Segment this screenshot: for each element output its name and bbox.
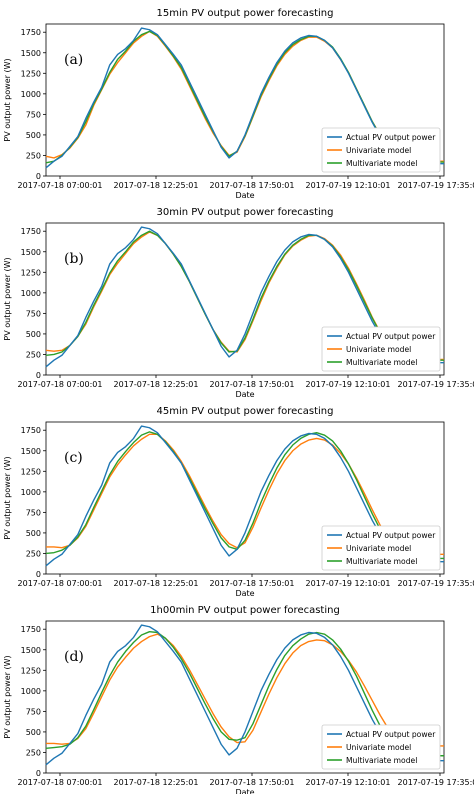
chart-panel-4: 1h00min PV output power forecasting 0 250 5… (3, 605, 474, 794)
y-tick-label: 1750 (21, 227, 41, 236)
plot-frame (45, 23, 445, 177)
y-tick-label: 1500 (21, 646, 41, 655)
y-tick-label: 750 (26, 110, 41, 119)
y-tick-label: 0 (36, 570, 41, 579)
legend-label: Univariate model (346, 146, 411, 155)
legend-label: Univariate model (346, 544, 411, 553)
legend-label: Multivariate model (346, 557, 417, 566)
chart-panel-3: 45min PV output power forecasting 0 250 500… (3, 406, 474, 598)
panel-label: (a) (64, 52, 83, 68)
y-tick-label: 1250 (21, 69, 41, 78)
legend-label: Multivariate model (346, 159, 417, 168)
chart-title: 1h00min PV output power forecasting (150, 605, 340, 616)
y-tick-label: 0 (36, 371, 41, 380)
legend-box (321, 127, 441, 173)
y-tick-label: 1250 (21, 666, 41, 675)
chart-panel-1: 15min PV output power forecasting 0 250 500… (3, 8, 474, 200)
y-axis-label: PV output power (W) (3, 58, 12, 141)
x-tick-label: 2017-07-18 07:00:01 (18, 778, 103, 787)
y-tick-label: 250 (26, 350, 41, 359)
x-tick-label: 2017-07-19 17:35:01 (398, 778, 474, 787)
y-tick-label: 500 (26, 728, 41, 737)
panel-label: (b) (64, 251, 84, 267)
y-tick-label: 750 (26, 508, 41, 517)
series-line-2 (46, 433, 444, 555)
legend-label: Actual PV output power (346, 730, 436, 739)
x-tick-label: 2017-07-18 12:25:01 (114, 778, 199, 787)
x-tick-label: 2017-07-19 12:10:01 (306, 380, 391, 389)
x-tick-label: 2017-07-18 07:00:01 (18, 181, 103, 190)
x-tick-label: 2017-07-19 12:10:01 (306, 579, 391, 588)
y-tick-label: 1000 (21, 90, 41, 99)
y-tick-label: 1000 (21, 289, 41, 298)
y-tick-label: 1500 (21, 248, 41, 257)
plot-frame (45, 620, 445, 774)
legend-label: Multivariate model (346, 358, 417, 367)
x-axis-label: Date (235, 788, 254, 794)
y-tick-label: 750 (26, 309, 41, 318)
x-tick-label: 2017-07-19 12:10:01 (306, 778, 391, 787)
x-tick-label: 2017-07-18 12:25:01 (114, 380, 199, 389)
legend-label: Univariate model (346, 345, 411, 354)
series-line-3 (45, 630, 444, 757)
x-tick-label: 2017-07-18 17:50:01 (210, 778, 295, 787)
panel-label: (c) (64, 450, 83, 466)
x-tick-label: 2017-07-18 17:50:01 (210, 380, 295, 389)
legend-box (321, 525, 441, 571)
x-tick-label: 2017-07-19 17:35:01 (398, 579, 474, 588)
y-axis-label: PV output power (W) (3, 655, 12, 738)
legend-label: Actual PV output power (346, 531, 436, 540)
y-tick-label: 1000 (21, 488, 41, 497)
x-tick-label: 2017-07-19 12:10:01 (306, 181, 391, 190)
legend-label: Multivariate model (346, 756, 417, 765)
y-tick-label: 1500 (21, 447, 41, 456)
y-tick-label: 250 (26, 549, 41, 558)
plot-frame (45, 421, 445, 575)
y-tick-label: 750 (26, 707, 41, 716)
y-tick-label: 1250 (21, 467, 41, 476)
chart-title: 45min PV output power forecasting (157, 406, 334, 417)
chart-title: 30min PV output power forecasting (157, 207, 334, 218)
x-tick-label: 2017-07-19 17:35:01 (398, 380, 474, 389)
chart-title: 15min PV output power forecasting (157, 8, 334, 19)
y-tick-label: 0 (36, 172, 41, 181)
x-tick-label: 2017-07-18 12:25:01 (114, 579, 199, 588)
x-axis-label: Date (235, 589, 254, 598)
x-tick-label: 2017-07-18 12:25:01 (114, 181, 199, 190)
y-tick-label: 250 (26, 748, 41, 757)
y-tick-label: 1750 (21, 625, 41, 634)
legend-box (321, 326, 441, 372)
x-axis-label: Date (235, 191, 254, 200)
legend-box (321, 724, 441, 770)
plot-frame (45, 222, 445, 376)
y-tick-label: 1500 (21, 49, 41, 58)
y-axis-label: PV output power (W) (3, 456, 12, 539)
y-tick-label: 1250 (21, 268, 41, 277)
y-axis-label: PV output power (W) (3, 257, 12, 340)
x-tick-label: 2017-07-19 17:35:01 (398, 181, 474, 190)
y-tick-label: 1000 (21, 687, 41, 696)
legend-label: Actual PV output power (346, 133, 436, 142)
y-tick-label: 0 (36, 769, 41, 778)
x-tick-label: 2017-07-18 07:00:01 (18, 579, 103, 588)
panel-label: (d) (64, 649, 84, 665)
y-tick-label: 250 (26, 151, 41, 160)
x-tick-label: 2017-07-18 17:50:01 (210, 579, 295, 588)
chart-panel-2: 30min PV output power forecasting 0 250 500… (3, 207, 474, 399)
series-line-2 (46, 633, 444, 747)
y-tick-label: 1750 (21, 28, 41, 37)
x-tick-label: 2017-07-18 07:00:01 (18, 380, 103, 389)
legend-label: Univariate model (346, 743, 411, 752)
legend-label: Actual PV output power (346, 332, 436, 341)
x-tick-label: 2017-07-18 17:50:01 (210, 181, 295, 190)
series-line-3 (45, 431, 444, 560)
y-tick-label: 1750 (21, 426, 41, 435)
y-tick-label: 500 (26, 330, 41, 339)
y-tick-label: 500 (26, 529, 41, 538)
y-tick-label: 500 (26, 131, 41, 140)
x-axis-label: Date (235, 390, 254, 399)
